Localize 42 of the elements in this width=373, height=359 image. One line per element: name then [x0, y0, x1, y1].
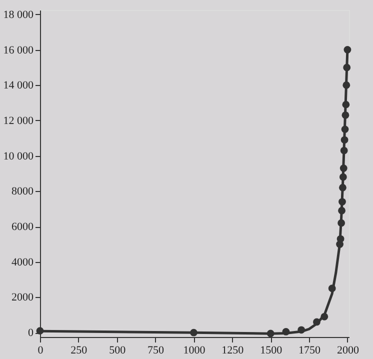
y-tick-label: 10 000: [3, 150, 34, 162]
point: [343, 64, 351, 72]
point: [338, 206, 346, 214]
point: [338, 184, 346, 192]
y-tick-label: 6000: [12, 221, 34, 234]
y-tick-label: 2000: [12, 292, 34, 304]
y-tick-label: 8000: [12, 186, 34, 198]
x-tick-label: 2000: [336, 344, 360, 356]
point: [298, 326, 306, 334]
point: [341, 126, 349, 134]
point: [36, 327, 44, 335]
point: [338, 198, 346, 206]
point: [328, 284, 336, 292]
point: [342, 100, 350, 108]
x-tick-label: 500: [109, 344, 126, 356]
x-tick-label: 1250: [222, 344, 244, 356]
x-tick-label: 1500: [260, 344, 283, 356]
point: [340, 164, 348, 172]
point: [190, 328, 198, 336]
y-tick-label: 16 000: [3, 44, 34, 56]
point: [266, 330, 274, 338]
point: [342, 81, 350, 89]
y-tick-label: 12 000: [3, 114, 34, 127]
x-tick-label: 250: [70, 344, 88, 356]
x-tick-label: 750: [148, 344, 165, 356]
point: [342, 111, 350, 119]
point: [340, 146, 348, 154]
point: [282, 328, 290, 336]
point: [344, 46, 352, 54]
x-tick-label: 1000: [183, 344, 206, 356]
point: [320, 312, 328, 320]
y-tick-label: 0: [28, 327, 34, 340]
point: [336, 235, 344, 243]
x-tick-label: 0: [38, 344, 44, 356]
point: [339, 173, 347, 181]
y-tick-label: 14 000: [3, 80, 34, 92]
y-tick-label: 4000: [12, 256, 34, 268]
point: [340, 136, 348, 144]
point: [338, 219, 346, 227]
x-tick-label: 1750: [298, 344, 322, 356]
point: [313, 318, 320, 326]
y-tick-label: 18 000: [3, 8, 34, 21]
